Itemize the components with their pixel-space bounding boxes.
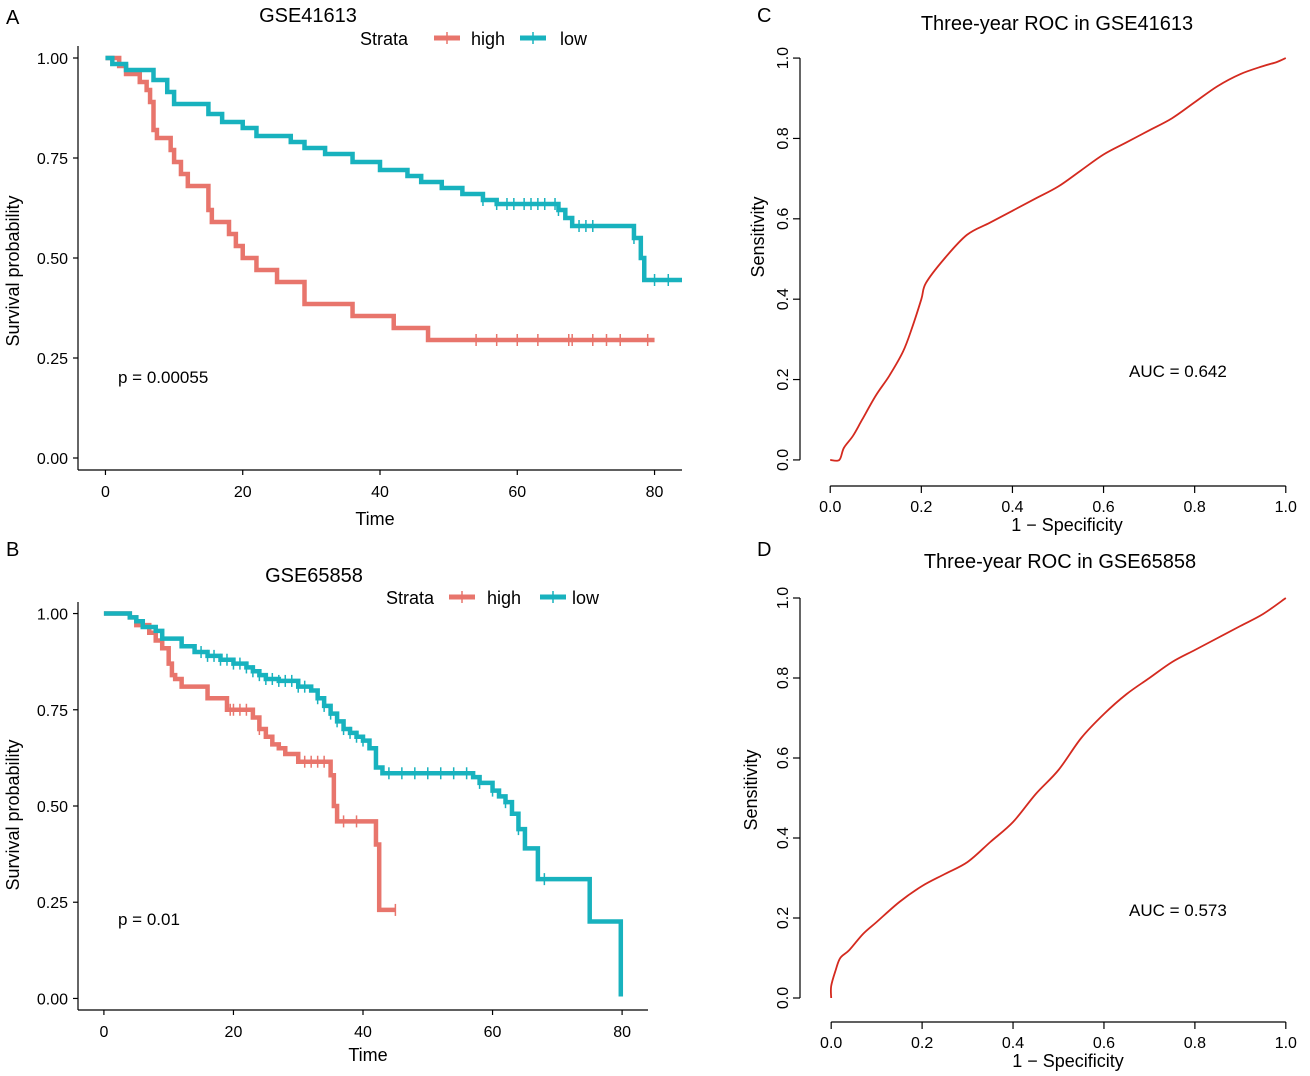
y-tick-label: 0.00 xyxy=(37,991,68,1008)
x-tick-label: 0.8 xyxy=(1184,499,1206,516)
legend-label-low: low xyxy=(572,588,600,608)
legend-title: Strata xyxy=(386,588,435,608)
y-axis-title: Sensitivity xyxy=(741,749,761,830)
axes: 0.0 0.2 0.4 0.6 0.8 1.0 0.0 0.2 0.4 0.6 0.8 1.0 xyxy=(775,587,1297,1052)
censor-marks-low xyxy=(200,646,546,886)
x-tick-label: 40 xyxy=(354,1024,372,1041)
axes: 0.0 0.2 0.4 0.6 0.8 1.0 0.0 0.2 0.4 0.6 0.8 1.0 xyxy=(775,47,1297,516)
y-tick-label: 0.8 xyxy=(775,667,792,689)
y-tick-label: 1.00 xyxy=(37,607,68,624)
y-tick-label: 0.75 xyxy=(37,151,68,168)
panel-label-b: B xyxy=(6,539,19,561)
km-panel-a: A GSE41613 Strata high low p = 0.00055 T… xyxy=(3,5,682,529)
x-tick-label: 0.6 xyxy=(1093,1035,1115,1052)
censor-marks-high xyxy=(475,334,649,346)
y-tick-label: 0.2 xyxy=(775,907,792,929)
legend: Strata high low xyxy=(386,588,600,608)
x-axis-title: Time xyxy=(355,509,394,529)
x-tick-label: 0.2 xyxy=(911,1035,933,1052)
y-tick-label: 0.4 xyxy=(775,288,792,310)
x-axis-title: 1 − Specificity xyxy=(1011,515,1123,535)
axes: 0 20 40 60 80 0.00 0.25 0.50 0.75 1.00 xyxy=(37,46,682,501)
x-tick-label: 80 xyxy=(613,1024,631,1041)
y-tick-label: 0.50 xyxy=(37,251,68,268)
legend-label-high: high xyxy=(471,29,505,49)
x-axis-title: 1 − Specificity xyxy=(1012,1051,1124,1071)
chart-title: Three-year ROC in GSE41613 xyxy=(921,13,1193,35)
chart-title: GSE65858 xyxy=(265,565,363,587)
y-tick-label: 0.4 xyxy=(775,827,792,849)
censor-marks-high xyxy=(229,703,397,916)
y-tick-label: 0.6 xyxy=(775,208,792,230)
x-tick-label: 1.0 xyxy=(1275,1035,1297,1052)
y-tick-label: 1.0 xyxy=(775,47,792,69)
y-tick-label: 0.25 xyxy=(37,351,68,368)
roc-curve xyxy=(830,57,1287,462)
y-tick-label: 0.00 xyxy=(37,451,68,468)
y-tick-label: 0.25 xyxy=(37,895,68,912)
y-tick-label: 0.50 xyxy=(37,799,68,816)
y-axis-title: Sensitivity xyxy=(748,196,768,277)
roc-curve xyxy=(829,597,1287,999)
panel-label-d: D xyxy=(757,539,771,561)
y-tick-label: 0.2 xyxy=(775,368,792,390)
x-tick-label: 40 xyxy=(371,484,389,501)
y-axis-title: Survival probability xyxy=(3,195,23,346)
chart-title: Three-year ROC in GSE65858 xyxy=(924,551,1196,573)
x-tick-label: 60 xyxy=(508,484,526,501)
survival-curve-high xyxy=(105,55,655,343)
x-tick-label: 0.2 xyxy=(910,499,932,516)
p-value-label: p = 0.00055 xyxy=(118,368,208,387)
x-tick-label: 0.4 xyxy=(1001,499,1023,516)
roc-panel-d: D Three-year ROC in GSE65858 AUC = 0.573… xyxy=(741,539,1297,1071)
survival-curve-low xyxy=(105,55,682,283)
panel-label-a: A xyxy=(6,7,20,29)
x-tick-label: 0.0 xyxy=(820,1035,842,1052)
roc-panel-c: C Three-year ROC in GSE41613 AUC = 0.642… xyxy=(748,5,1297,535)
y-tick-label: 1.00 xyxy=(37,51,68,68)
x-tick-label: 0.6 xyxy=(1092,499,1114,516)
y-axis-title: Survival probability xyxy=(3,739,23,890)
km-panel-b: B GSE65858 Strata high low p = 0.01 Time… xyxy=(3,539,648,1065)
y-tick-label: 0.8 xyxy=(775,127,792,149)
legend: Strata high low xyxy=(360,29,588,49)
x-axis-title: Time xyxy=(348,1045,387,1065)
chart-title: GSE41613 xyxy=(259,5,357,27)
x-tick-label: 0.8 xyxy=(1184,1035,1206,1052)
axes: 0 20 40 60 80 0.00 0.25 0.50 0.75 1.00 xyxy=(37,602,648,1041)
legend-title: Strata xyxy=(360,29,409,49)
auc-label: AUC = 0.642 xyxy=(1129,362,1227,381)
auc-label: AUC = 0.573 xyxy=(1129,901,1227,920)
x-tick-label: 0 xyxy=(99,1024,108,1041)
y-tick-label: 0.0 xyxy=(775,449,792,471)
x-tick-label: 60 xyxy=(484,1024,502,1041)
x-tick-label: 0 xyxy=(101,484,110,501)
y-tick-label: 0.6 xyxy=(775,747,792,769)
x-tick-label: 0.4 xyxy=(1002,1035,1024,1052)
survival-curve-high xyxy=(103,611,396,913)
x-tick-label: 20 xyxy=(234,484,252,501)
x-tick-label: 80 xyxy=(646,484,664,501)
x-tick-label: 1.0 xyxy=(1275,499,1297,516)
y-tick-label: 0.0 xyxy=(775,987,792,1009)
p-value-label: p = 0.01 xyxy=(118,910,180,929)
y-tick-label: 1.0 xyxy=(775,587,792,609)
x-tick-label: 20 xyxy=(225,1024,243,1041)
legend-label-high: high xyxy=(487,588,521,608)
legend-label-low: low xyxy=(560,29,588,49)
panel-label-c: C xyxy=(757,5,771,27)
censor-marks-low xyxy=(482,194,670,286)
y-tick-label: 0.75 xyxy=(37,703,68,720)
survival-curve-low xyxy=(103,611,624,997)
x-tick-label: 0.0 xyxy=(819,499,841,516)
